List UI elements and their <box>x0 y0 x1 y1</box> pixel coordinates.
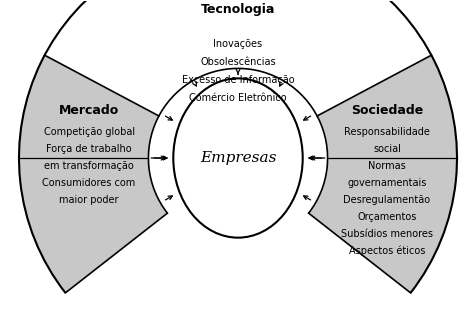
Text: governamentais: governamentais <box>347 178 426 188</box>
Text: Normas: Normas <box>367 161 405 171</box>
Text: Comércio Eletrônico: Comércio Eletrônico <box>189 93 286 103</box>
Text: Empresas: Empresas <box>199 151 276 165</box>
Wedge shape <box>45 0 430 158</box>
Text: maior poder: maior poder <box>59 195 119 205</box>
Wedge shape <box>48 158 427 316</box>
Text: Competição global: Competição global <box>43 127 134 137</box>
Text: Obsolescências: Obsolescências <box>200 57 275 67</box>
Text: Subsídios menores: Subsídios menores <box>340 229 432 239</box>
Text: Sociedade: Sociedade <box>350 104 422 117</box>
Text: Mercado: Mercado <box>59 104 119 117</box>
Text: Tecnologia: Tecnologia <box>200 3 275 15</box>
Text: em transformação: em transformação <box>44 161 134 171</box>
Text: Responsabilidade: Responsabilidade <box>343 127 429 137</box>
Text: social: social <box>372 144 400 154</box>
Text: Força de trabalho: Força de trabalho <box>46 144 131 154</box>
Text: Excesso de Informação: Excesso de Informação <box>181 75 294 85</box>
Text: Desregulamentão: Desregulamentão <box>343 195 429 205</box>
Text: Consumidores com: Consumidores com <box>42 178 135 188</box>
Text: Inovações: Inovações <box>213 39 262 49</box>
Circle shape <box>148 69 327 248</box>
Ellipse shape <box>173 78 302 238</box>
Text: Aspectos éticos: Aspectos éticos <box>348 245 424 256</box>
Circle shape <box>19 0 456 316</box>
Text: Orçamentos: Orçamentos <box>357 212 416 222</box>
